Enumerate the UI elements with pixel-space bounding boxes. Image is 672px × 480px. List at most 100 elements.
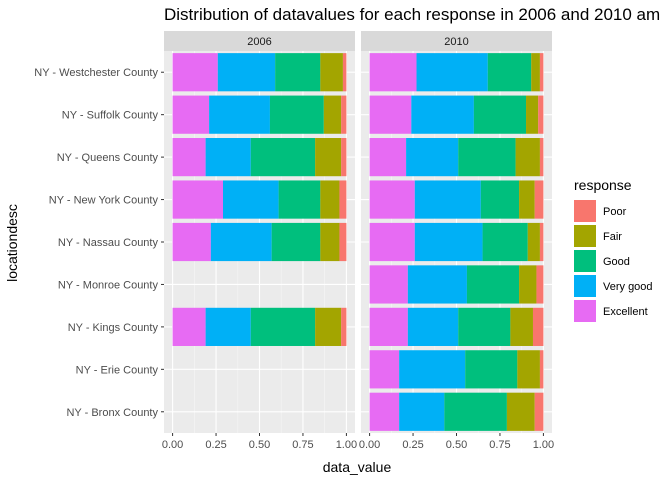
bar-segment-good [480,180,520,219]
bar-segment-excellent [369,53,417,92]
bar-segment-fair [526,95,539,134]
bar-segment-good [473,95,527,134]
legend-title: response [574,177,632,193]
bar-segment-very-good [414,222,483,262]
y-tick-label: NY - Kings County [68,322,159,334]
legend-swatch [574,275,596,297]
bar-segment-poor [538,95,544,134]
bar-segment-excellent [369,392,400,431]
legend-label: Poor [603,206,627,218]
x-tick-label: 0.00 [359,439,380,451]
bar-segment-fair [515,138,540,177]
bar-segment-fair [320,222,340,262]
bar-segment-good [269,95,324,134]
x-tick-label: 0.75 [489,439,510,451]
bar-segment-fair [315,138,342,177]
x-tick-label: 0.25 [402,439,423,451]
bar-segment-poor [539,138,544,177]
legend-item-good: Good [574,250,630,272]
y-tick-label: NY - New York County [49,195,159,207]
facet-strip [164,31,355,51]
bar-segment-good [466,265,520,304]
bar-segment-fair [510,307,533,346]
bar-segment-poor [534,392,544,431]
bar-segment-good [250,138,316,177]
legend-swatch [574,225,596,247]
y-tick-label: NY - Monroe County [58,279,159,291]
bar-segment-very-good [222,180,279,219]
legend-swatch [574,300,596,322]
facet-panel-2006: 2006 0.00 0.25 0.50 0.75 1.00 [162,31,357,451]
bar-segment-good [271,222,321,262]
bar-segment-fair [527,222,540,262]
bar-segment-poor [539,53,544,92]
bar-segment-fair [320,53,343,92]
x-tick-label: 0.50 [446,439,467,451]
bar-segment-poor [534,180,544,219]
bar-segment-excellent [172,138,206,177]
bar-segment-excellent [172,180,223,219]
x-tick-label: 0.00 [162,439,183,451]
bar-segment-very-good [407,307,459,346]
x-axis-title: data_value [323,459,392,475]
legend-label: Fair [603,231,622,243]
bar-segment-excellent [369,265,408,304]
bar-segment-very-good [411,95,474,134]
y-tick-label: NY - Queens County [57,152,159,164]
bar-segment-good [458,138,516,177]
bar-segment-fair [320,180,340,219]
y-tick-label: NY - Westchester County [34,67,158,79]
bar-segment-very-good [205,307,251,346]
legend-swatch [574,200,596,222]
bar-segment-very-good [217,53,276,92]
bar-segment-very-good [209,95,270,134]
legend-item-very-good: Very good [574,275,653,297]
x-tick-label: 1.00 [533,439,554,451]
bar-segment-excellent [172,95,210,134]
bar-segment-very-good [205,138,251,177]
bar-segment-very-good [416,53,488,92]
y-tick-label: NY - Bronx County [66,407,158,419]
legend-label: Very good [603,281,653,293]
bar-segment-very-good [414,180,481,219]
legend-item-poor: Poor [574,200,627,222]
facet-strip-label: 2006 [247,36,271,48]
y-tick-label: NY - Nassau County [58,237,159,249]
bar-segment-fair [323,95,342,134]
bar-segment-poor [539,350,544,389]
bar-segment-excellent [172,53,218,92]
bar-segment-excellent [369,180,415,219]
bar-segment-poor [532,307,544,346]
bar-segment-poor [536,265,544,304]
bar-segment-poor [341,138,347,177]
legend-item-fair: Fair [574,225,622,247]
bar-segment-fair [506,392,535,431]
bar-segment-good [278,180,321,219]
bar-segment-fair [517,350,540,389]
bar-segment-very-good [210,222,272,262]
x-tick-label: 0.50 [249,439,270,451]
bar-segment-good [465,350,518,389]
bar-segment-excellent [369,138,407,177]
bar-segment-excellent [369,222,415,262]
bar-segment-poor [539,222,544,262]
y-axis-title: locationdesc [4,204,20,282]
bar-segment-poor [339,222,347,262]
bar-segment-good [444,392,507,431]
facet-panel-2010: 2010 0.00 0.25 0.50 0.75 1.00 [359,31,554,451]
legend-label: Good [603,256,630,268]
bar-segment-good [275,53,321,92]
bar-segment-good [482,222,528,262]
x-tick-label: 0.25 [205,439,226,451]
bar-segment-good [250,307,316,346]
bar-segment-poor [339,180,347,219]
bar-segment-good [487,53,532,92]
bar-segment-fair [519,180,535,219]
bar-segment-poor [341,307,347,346]
y-tick-label: NY - Suffolk County [62,110,159,122]
bar-segment-poor [342,53,347,92]
legend-item-excellent: Excellent [574,300,648,322]
legend-label: Excellent [603,306,648,318]
bar-segment-fair [519,265,537,304]
